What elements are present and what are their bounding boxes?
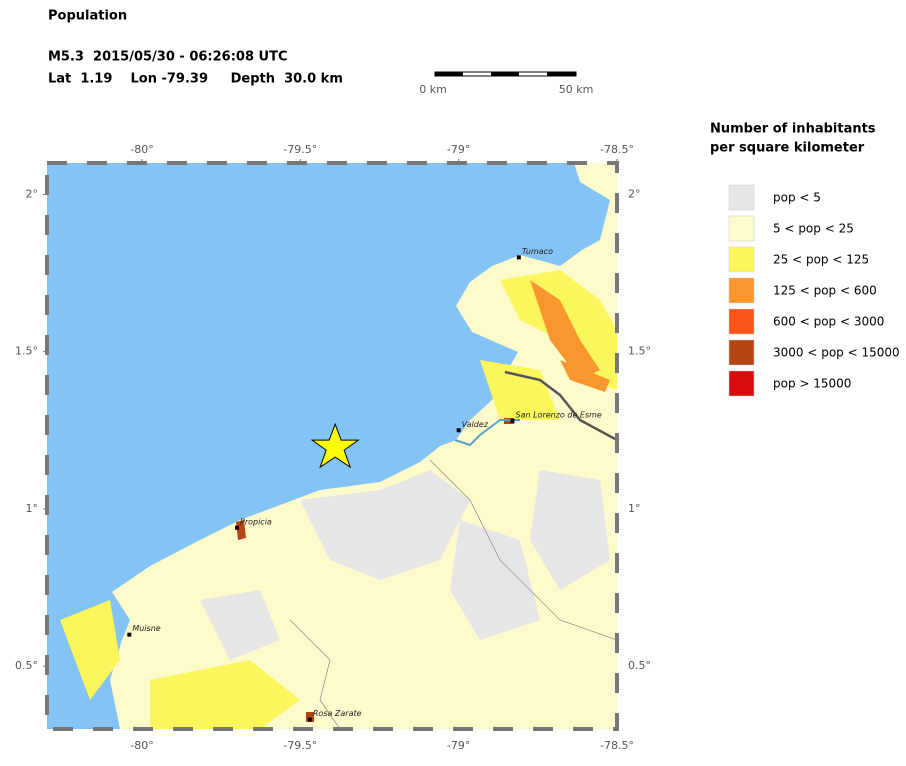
legend-label: pop > 15000 [773, 377, 851, 391]
lon-tick-label: -79.5° [283, 739, 317, 752]
epicenter [310, 422, 360, 469]
event-info: M5.3 2015/05/30 - 06:26:08 UTC [48, 50, 287, 65]
legend-label: pop < 5 [773, 191, 821, 205]
legend-label: 125 < pop < 600 [773, 284, 877, 298]
lat-tick-label: 2° [628, 187, 641, 200]
legend-label: 3000 < pop < 15000 [773, 346, 900, 360]
lat-tick-label: 1.5° [628, 345, 651, 358]
place-label: Muisne [132, 624, 160, 633]
place-label: Tumaco [522, 247, 553, 256]
location-info: Lat 1.19 Lon -79.39 Depth 30.0 km [48, 72, 343, 87]
title: Population [48, 9, 127, 24]
place-label: Valdez [462, 420, 489, 429]
place-marker [510, 418, 515, 423]
lon-tick-label: -78.5° [600, 739, 634, 752]
lon-tick-label: -79° [447, 143, 470, 156]
place-marker [307, 717, 312, 722]
place-label: Rosa Zarate [313, 709, 362, 718]
legend-title: Number of inhabitants [710, 122, 876, 137]
lon-tick-label: -79.5° [283, 143, 317, 156]
place-marker [456, 428, 461, 433]
legend-swatch [728, 246, 755, 273]
lat-tick-label: 1.5° [15, 345, 38, 358]
map-frame [45, 161, 619, 731]
scale-label: 0 km [419, 83, 447, 96]
scale-bar: 0 km 50 km [419, 71, 594, 96]
lon-tick-label: -80° [130, 143, 153, 156]
lon-tick-label: -78.5° [600, 143, 634, 156]
lon-tick-label: -79° [447, 739, 470, 752]
legend-swatch [728, 184, 755, 211]
legend-swatch [728, 339, 755, 366]
legend-swatch [728, 277, 755, 304]
place-label: Propicia [240, 517, 272, 526]
place-marker [516, 255, 521, 260]
lon-tick-label: -80° [130, 739, 153, 752]
legend-swatch [728, 370, 755, 397]
lat-tick-label: 1° [628, 502, 641, 515]
lat-tick-label: 1° [26, 502, 39, 515]
lat-tick-label: 0.5° [628, 659, 651, 672]
legend-title: per square kilometer [710, 141, 865, 156]
place-marker [127, 632, 132, 637]
legend-label: 600 < pop < 3000 [773, 315, 884, 329]
legend-swatch [728, 215, 755, 242]
place-marker [235, 525, 239, 530]
lat-tick-label: 0.5° [15, 659, 38, 672]
place-label: San Lorenzo de Esme [516, 410, 602, 419]
legend-swatch [728, 308, 755, 335]
scale-label: 50 km [559, 83, 594, 96]
legend-label: 5 < pop < 25 [773, 222, 854, 236]
legend-label: 25 < pop < 125 [773, 253, 869, 267]
lat-tick-label: 2° [26, 187, 39, 200]
